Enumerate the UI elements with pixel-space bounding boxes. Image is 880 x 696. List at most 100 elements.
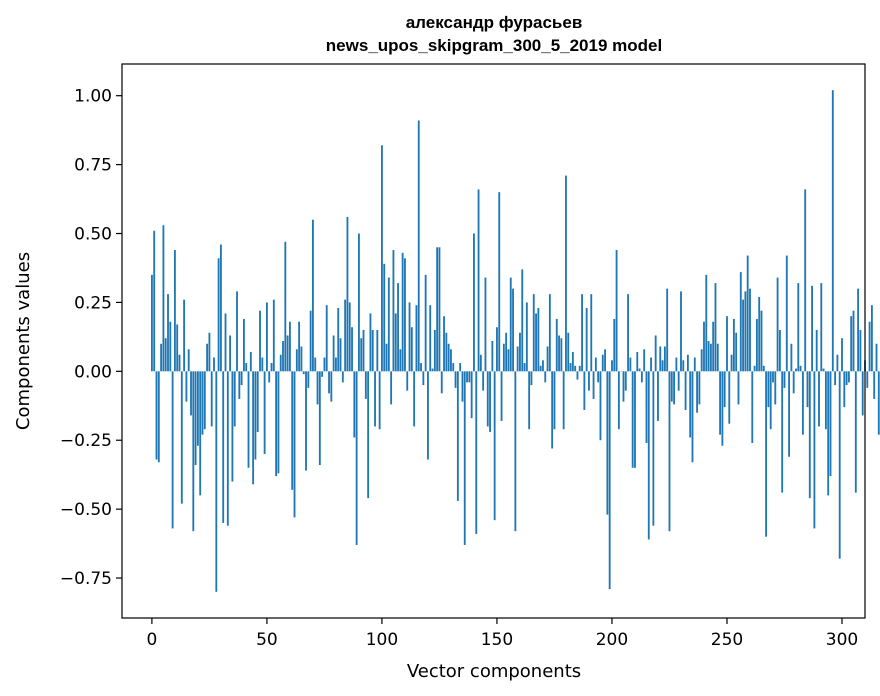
bar-4 bbox=[160, 343, 163, 372]
x-tick-label: 50 bbox=[256, 630, 278, 650]
bar-286 bbox=[808, 371, 811, 499]
bar-238 bbox=[698, 371, 701, 405]
bar-220 bbox=[657, 371, 659, 421]
bar-77 bbox=[328, 371, 330, 394]
bar-268 bbox=[767, 371, 770, 408]
bar-78 bbox=[330, 371, 333, 402]
bar-148 bbox=[491, 341, 494, 372]
bar-30 bbox=[219, 244, 222, 372]
bar-166 bbox=[532, 294, 535, 372]
bar-194 bbox=[597, 371, 600, 383]
bar-64 bbox=[298, 321, 301, 372]
bar-130 bbox=[450, 349, 452, 372]
bar-84 bbox=[344, 299, 347, 372]
bar-39 bbox=[240, 371, 243, 386]
bar-60 bbox=[289, 321, 291, 372]
bar-33 bbox=[226, 371, 229, 526]
bar-208 bbox=[629, 357, 632, 372]
bar-214 bbox=[643, 349, 646, 372]
bar-151 bbox=[498, 192, 501, 372]
bar-184 bbox=[574, 365, 577, 372]
bar-15 bbox=[185, 371, 188, 402]
bar-123 bbox=[433, 329, 436, 372]
bar-186 bbox=[578, 365, 581, 372]
bar-83 bbox=[341, 371, 344, 383]
bar-183 bbox=[571, 352, 574, 372]
bar-235 bbox=[691, 371, 694, 463]
bar-118 bbox=[422, 371, 425, 386]
bar-58 bbox=[284, 241, 287, 372]
bar-2 bbox=[155, 371, 158, 460]
bar-114 bbox=[413, 371, 416, 427]
bar-303 bbox=[847, 371, 850, 383]
bar-273 bbox=[778, 329, 781, 372]
bar-278 bbox=[790, 343, 793, 372]
bar-185 bbox=[576, 371, 579, 380]
chart-title-line-1: александр фурасьев bbox=[406, 13, 583, 32]
bar-269 bbox=[769, 371, 772, 430]
bar-43 bbox=[249, 352, 252, 372]
x-tick-label: 300 bbox=[826, 630, 858, 650]
bar-126 bbox=[440, 371, 443, 394]
bar-5 bbox=[162, 225, 165, 372]
bar-13 bbox=[180, 371, 183, 504]
bar-51 bbox=[268, 371, 271, 383]
bar-230 bbox=[680, 291, 682, 372]
bar-196 bbox=[601, 354, 604, 372]
bar-282 bbox=[799, 365, 802, 372]
bar-101 bbox=[383, 263, 386, 372]
bar-68 bbox=[307, 371, 310, 388]
bar-288 bbox=[813, 371, 816, 529]
bar-211 bbox=[636, 352, 639, 372]
bar-283 bbox=[801, 371, 804, 435]
bar-250 bbox=[726, 316, 728, 372]
bar-316 bbox=[877, 371, 880, 435]
bar-62 bbox=[293, 371, 296, 518]
bar-217 bbox=[650, 357, 652, 372]
bar-298 bbox=[836, 354, 839, 372]
bar-187 bbox=[581, 294, 583, 372]
bar-311 bbox=[866, 371, 869, 388]
bar-49 bbox=[263, 371, 266, 455]
bar-86 bbox=[348, 302, 351, 372]
bar-244 bbox=[712, 321, 715, 372]
bar-233 bbox=[686, 354, 689, 372]
bar-108 bbox=[399, 349, 402, 372]
bar-218 bbox=[652, 371, 655, 526]
bar-93 bbox=[364, 371, 367, 399]
bar-14 bbox=[183, 299, 186, 372]
bar-88 bbox=[353, 371, 356, 438]
bar-261 bbox=[751, 371, 754, 443]
bar-133 bbox=[456, 371, 459, 501]
bar-10 bbox=[173, 250, 176, 372]
bar-102 bbox=[385, 343, 388, 372]
bar-23 bbox=[203, 371, 206, 430]
bar-309 bbox=[861, 371, 864, 416]
bar-195 bbox=[599, 371, 602, 441]
bar-56 bbox=[279, 354, 282, 372]
bar-253 bbox=[732, 318, 735, 372]
bar-42 bbox=[247, 371, 250, 468]
bar-305 bbox=[852, 310, 855, 372]
bar-294 bbox=[827, 371, 830, 496]
bar-221 bbox=[659, 346, 662, 372]
bar-87 bbox=[351, 327, 353, 372]
bar-263 bbox=[755, 318, 758, 372]
bar-24 bbox=[206, 343, 209, 372]
bar-205 bbox=[622, 371, 625, 402]
bar-171 bbox=[544, 371, 547, 383]
bar-25 bbox=[208, 332, 211, 372]
bar-147 bbox=[489, 371, 491, 432]
bar-177 bbox=[558, 335, 560, 372]
bar-46 bbox=[256, 371, 259, 432]
bar-201 bbox=[613, 318, 616, 372]
bar-99 bbox=[378, 371, 381, 430]
bar-291 bbox=[820, 283, 823, 372]
bar-300 bbox=[841, 338, 843, 372]
bar-1 bbox=[153, 230, 156, 372]
bar-193 bbox=[594, 357, 597, 372]
bar-240 bbox=[703, 321, 705, 372]
bar-135 bbox=[461, 371, 464, 402]
bar-129 bbox=[447, 343, 450, 372]
y-tick-label: 0.25 bbox=[74, 293, 112, 313]
